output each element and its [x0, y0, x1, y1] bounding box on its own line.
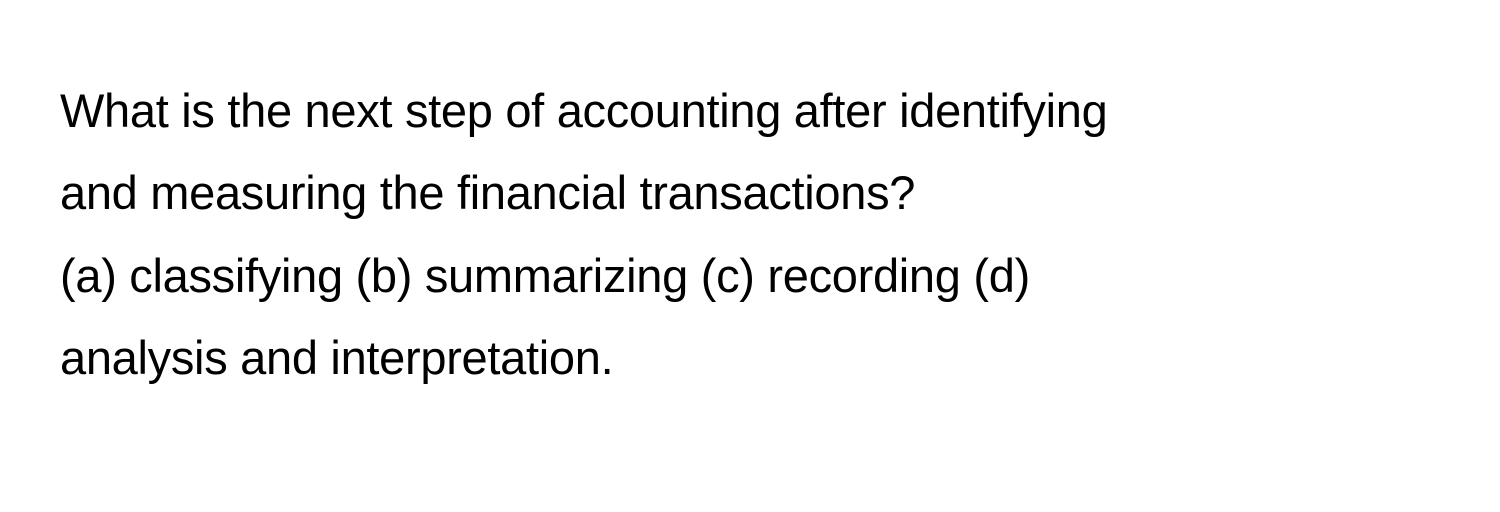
question-stem-line-1: What is the next step of accounting afte… — [60, 70, 1440, 152]
question-stem-line-2: and measuring the financial transactions… — [60, 152, 1440, 234]
question-container: What is the next step of accounting afte… — [60, 70, 1440, 399]
question-options-line-2: analysis and interpretation. — [60, 317, 1440, 399]
question-options-line-1: (a) classifying (b) summarizing (c) reco… — [60, 235, 1440, 317]
